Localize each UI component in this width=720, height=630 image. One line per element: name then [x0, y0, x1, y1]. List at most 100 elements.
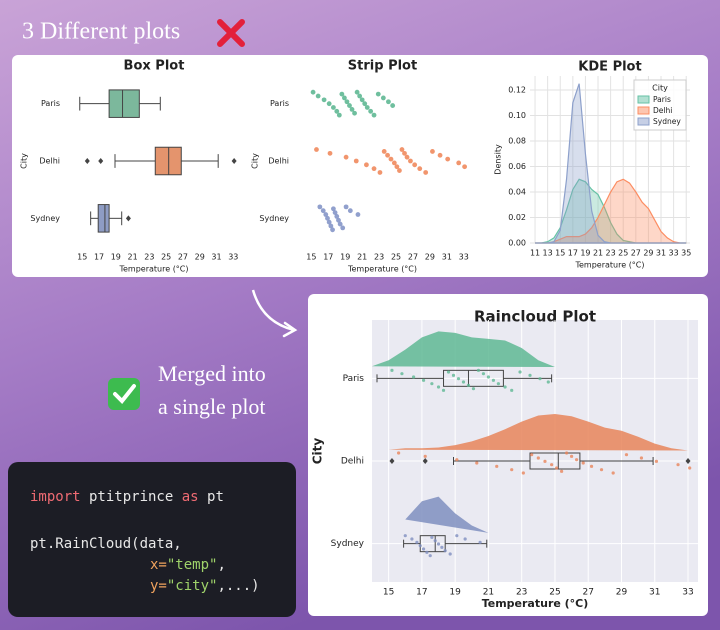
point [343, 154, 349, 160]
point [340, 225, 346, 231]
point [355, 212, 361, 217]
x-tick-label: 31 [649, 588, 660, 598]
outlier [685, 458, 691, 464]
cross-icon [217, 19, 245, 47]
point [325, 215, 330, 221]
category-label: Paris [270, 99, 289, 108]
point [461, 380, 466, 384]
x-tick-label: 15 [555, 249, 565, 258]
x-tick-label: 11 [530, 249, 540, 258]
arrow-head [282, 321, 298, 338]
x-tick-label: 23 [516, 588, 527, 598]
point [400, 372, 404, 376]
point [430, 382, 434, 386]
y-axis-label: City [251, 153, 260, 169]
legend-swatch [637, 95, 650, 104]
point [371, 166, 377, 172]
box [443, 369, 504, 387]
point [352, 110, 357, 116]
point [481, 372, 486, 376]
category-label: Sydney [331, 539, 365, 549]
point [347, 208, 353, 214]
point [337, 221, 343, 227]
point [451, 373, 456, 377]
point [466, 383, 471, 387]
point [391, 160, 397, 166]
point [326, 219, 332, 225]
x-tick-label: 27 [631, 249, 641, 258]
point [555, 466, 559, 470]
point [624, 453, 629, 457]
point [425, 550, 429, 554]
point [428, 554, 432, 558]
cloud [388, 414, 689, 451]
legend-swatch [637, 117, 650, 126]
legend-label: Delhi [653, 106, 672, 115]
x-tick-label: 33 [682, 588, 693, 598]
check-icon [108, 378, 140, 410]
x-tick-label: 35 [681, 249, 691, 258]
point [430, 535, 434, 539]
category-label: Delhi [39, 157, 60, 166]
code-token: x= [150, 557, 167, 573]
point [565, 451, 569, 455]
code-token: ,...) [217, 578, 259, 594]
point [371, 112, 377, 118]
x-tick-label: 19 [111, 253, 121, 262]
x-axis-label: Temperature (°C) [118, 265, 188, 274]
point [448, 552, 452, 556]
code-line: pt.RainCloud(data, [30, 536, 182, 552]
x-tick-label: 23 [144, 253, 154, 262]
point [327, 150, 333, 156]
point [574, 458, 579, 462]
point [456, 377, 461, 381]
point [503, 385, 507, 389]
x-tick-label: 19 [449, 588, 461, 598]
point [334, 108, 340, 114]
box [419, 535, 446, 553]
point [315, 93, 321, 99]
check-mark [113, 384, 136, 404]
point [320, 208, 326, 214]
point [496, 382, 501, 386]
y-axis-label: Density [494, 144, 503, 175]
x-tick-label: 15 [383, 588, 394, 598]
point [404, 154, 410, 160]
point [538, 377, 542, 381]
point [410, 537, 414, 541]
point [390, 368, 394, 372]
cloud [405, 496, 489, 533]
x-tick-label: 33 [228, 253, 238, 262]
point [581, 461, 585, 465]
point [433, 539, 437, 543]
point [462, 164, 468, 170]
point [336, 217, 341, 223]
x-tick-label: 25 [618, 249, 628, 258]
x-tick-label: 33 [459, 253, 469, 262]
y-tick-label: 0.02 [508, 213, 526, 222]
point [589, 464, 594, 468]
point [314, 147, 319, 152]
y-tick-label: 0.06 [508, 162, 526, 171]
code-token: y= [150, 578, 167, 594]
chart-title: Raincloud Plot [474, 308, 596, 326]
point [326, 101, 332, 107]
y-axis-label: City [20, 153, 29, 169]
code-line: x="temp", [150, 557, 226, 573]
x-tick-label: 19 [580, 249, 590, 258]
code-token: ptitprince [81, 489, 182, 505]
x-tick-label: 25 [391, 253, 401, 262]
point [323, 212, 329, 217]
point [388, 156, 394, 162]
legend-label: Sydney [653, 117, 681, 126]
point [521, 471, 525, 475]
x-tick-label: 23 [374, 253, 384, 262]
x-axis-label: Temperature (°C) [574, 261, 644, 270]
point [359, 97, 365, 103]
x-tick-label: 21 [357, 253, 367, 262]
point [357, 93, 363, 99]
point [599, 468, 604, 472]
point [412, 162, 418, 168]
top-panel [12, 55, 708, 277]
point [399, 147, 405, 152]
